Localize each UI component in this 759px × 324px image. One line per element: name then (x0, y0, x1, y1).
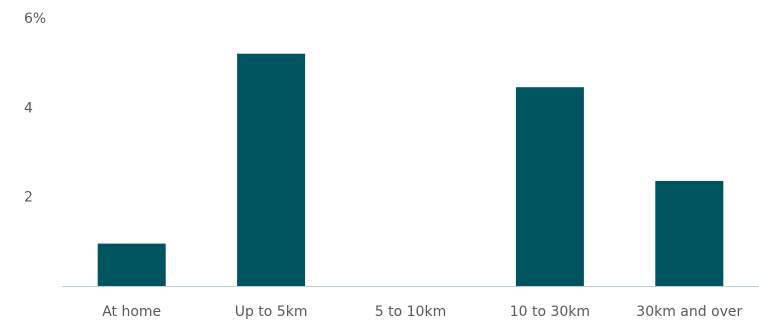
y-tick-labels: 2 4 6% (24, 11, 46, 206)
x-category-labels: At home Up to 5km 5 to 10km 10 to 30km 30km … (102, 304, 742, 320)
bar-10-to-30km (515, 87, 584, 286)
x-category-label: 10 to 30km (510, 304, 590, 320)
x-category-label: Up to 5km (235, 304, 308, 320)
bar-30km-and-over (655, 181, 724, 286)
bar-at-home (97, 243, 166, 286)
bars-group (97, 53, 724, 287)
x-category-label: 5 to 10km (375, 304, 446, 320)
y-tick-label: 6% (24, 11, 46, 27)
x-category-label: At home (102, 304, 161, 320)
y-tick-label: 2 (24, 190, 33, 206)
x-category-label: 30km and over (636, 304, 742, 320)
bar-up-to-5km (237, 53, 306, 287)
y-tick-label: 4 (24, 100, 33, 116)
